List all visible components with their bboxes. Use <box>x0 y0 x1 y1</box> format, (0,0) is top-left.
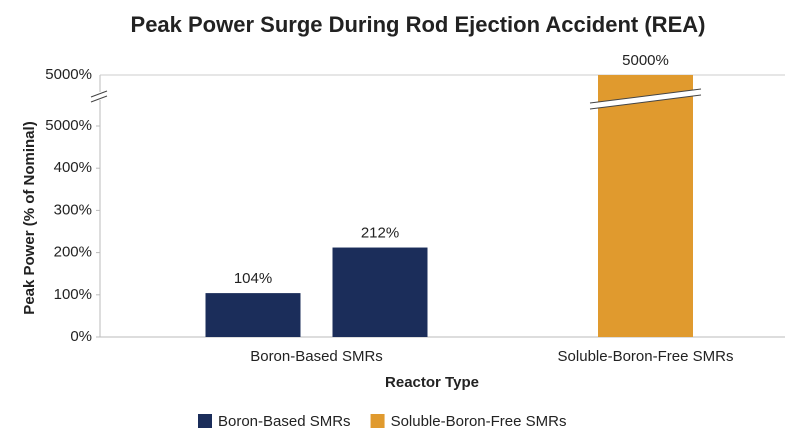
bar-break <box>589 88 702 104</box>
y-tick-label: 5000% <box>45 117 92 134</box>
y-tick-label: 400% <box>54 159 92 176</box>
bar <box>205 293 301 337</box>
bar-break <box>589 94 702 110</box>
data-label: 212% <box>361 225 399 242</box>
chart-title: Peak Power Surge During Rod Ejection Acc… <box>131 12 706 37</box>
axis-break <box>92 92 108 100</box>
y-tick-label: 100% <box>54 286 92 303</box>
data-label: 104% <box>234 270 272 287</box>
axis-break <box>90 90 108 98</box>
y-tick-label: 200% <box>54 244 92 261</box>
axis-break <box>90 95 108 103</box>
legend-label: Soluble-Boron-Free SMRs <box>391 413 567 430</box>
legend-label: Boron-Based SMRs <box>218 413 351 430</box>
x-tick-label: Boron-Based SMRs <box>250 348 383 365</box>
y-tick-label: 300% <box>54 201 92 218</box>
bar <box>332 247 428 337</box>
x-tick-label: Soluble-Boron-Free SMRs <box>558 348 734 365</box>
bar-break <box>590 89 701 109</box>
bar <box>598 75 693 337</box>
data-label: 5000% <box>622 52 669 69</box>
legend-swatch <box>370 414 385 428</box>
y-tick-label: 0% <box>70 328 92 345</box>
y-tick-label: 5000% <box>45 66 92 83</box>
x-axis-title: Reactor Type <box>385 374 479 391</box>
legend-swatch <box>198 414 212 428</box>
y-axis-title: Peak Power (% of Nominal) <box>21 121 38 314</box>
